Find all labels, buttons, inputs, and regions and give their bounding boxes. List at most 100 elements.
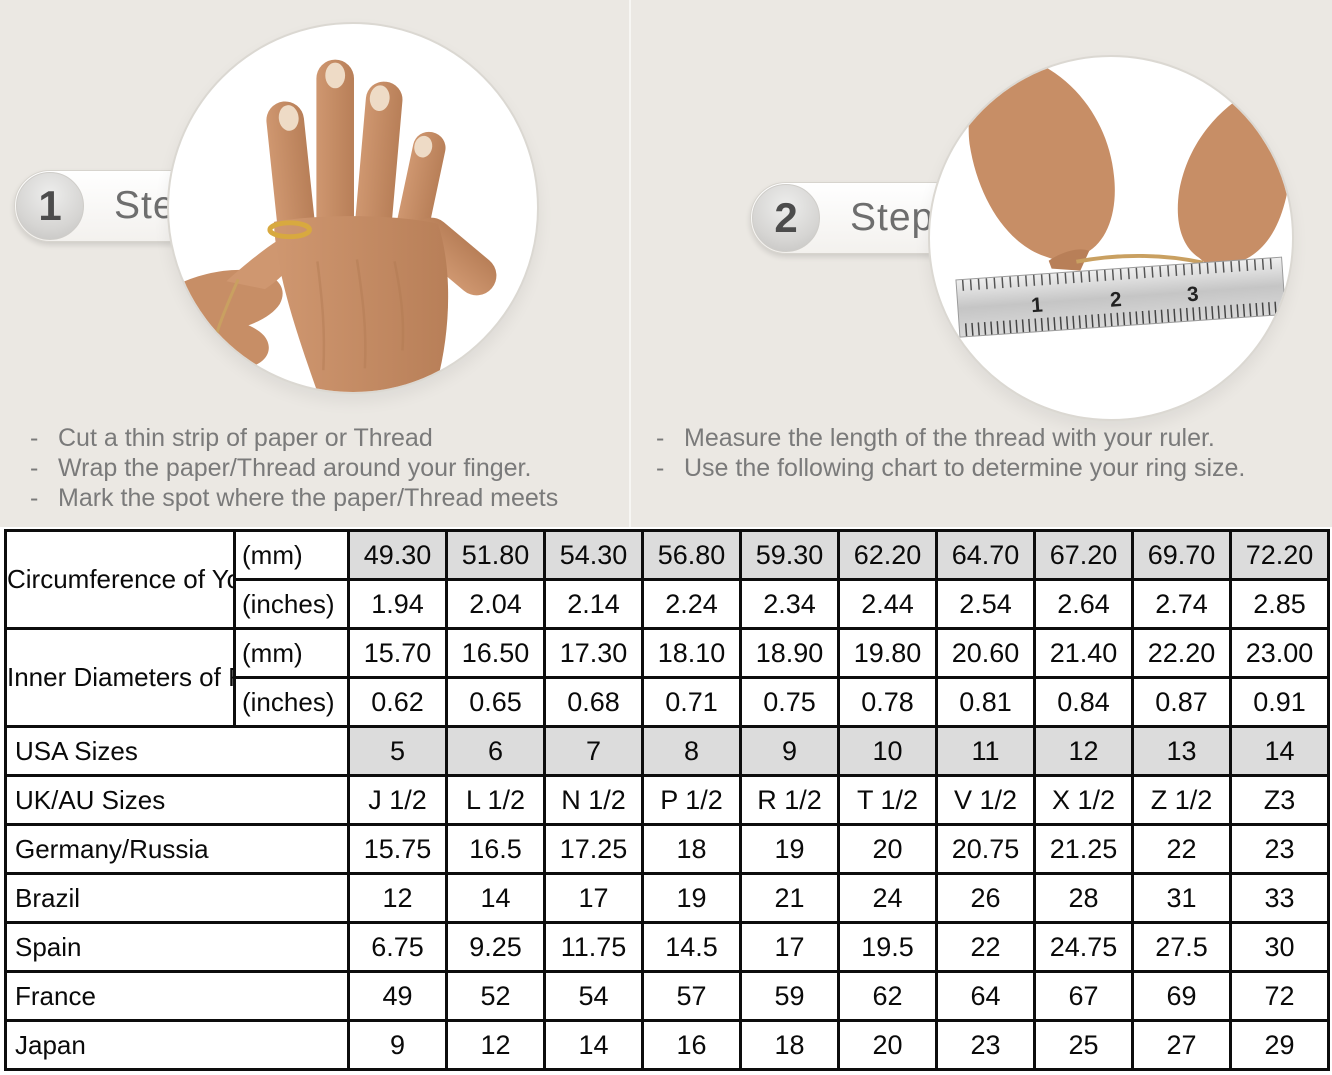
row-label: Japan bbox=[4, 1019, 350, 1071]
instruction-text: Measure the length of the thread with yo… bbox=[684, 424, 1215, 452]
value-cell: L 1/2 bbox=[445, 774, 546, 826]
value-cell: T 1/2 bbox=[837, 774, 938, 826]
value-cell: 15.70 bbox=[347, 627, 448, 679]
hand-with-ring-illustration bbox=[169, 59, 497, 392]
left-pinch-hand bbox=[968, 57, 1115, 271]
value-cell: 24.75 bbox=[1033, 921, 1134, 973]
value-cell: 17 bbox=[739, 921, 840, 973]
value-cell: 27 bbox=[1131, 1019, 1232, 1071]
value-cell: P 1/2 bbox=[641, 774, 742, 826]
value-cell: 49.30 bbox=[347, 529, 448, 581]
value-cell: 0.81 bbox=[935, 676, 1036, 728]
value-cell: 2.24 bbox=[641, 578, 742, 630]
ruler-number-2: 2 bbox=[1109, 288, 1122, 312]
value-cell: 8 bbox=[641, 725, 742, 777]
bullet-dash: - bbox=[30, 454, 39, 482]
value-cell: 12 bbox=[347, 872, 448, 924]
value-cell: 29 bbox=[1229, 1019, 1330, 1071]
fingernail bbox=[414, 135, 433, 158]
value-cell: 23 bbox=[1229, 823, 1330, 875]
value-cell: 14 bbox=[445, 872, 546, 924]
ruler-number-3: 3 bbox=[1186, 283, 1199, 307]
value-cell: 0.87 bbox=[1131, 676, 1232, 728]
table-row: (inches) 0.62 0.65 0.68 0.71 0.75 0.78 0.81 0.84… bbox=[6, 676, 1330, 728]
value-cell: 13 bbox=[1131, 725, 1232, 777]
value-cell: 23.00 bbox=[1229, 627, 1330, 679]
value-cell: 1.94 bbox=[347, 578, 448, 630]
value-cell: 21 bbox=[739, 872, 840, 924]
bullet-dash: - bbox=[30, 484, 39, 512]
right-pinch-hand bbox=[1177, 57, 1292, 270]
value-cell: 11 bbox=[935, 725, 1036, 777]
value-cell: 7 bbox=[543, 725, 644, 777]
value-cell: 67 bbox=[1033, 970, 1134, 1022]
value-cell: 16 bbox=[641, 1019, 742, 1071]
value-cell: X 1/2 bbox=[1033, 774, 1134, 826]
row-label: USA Sizes bbox=[4, 725, 350, 777]
value-cell: 14 bbox=[543, 1019, 644, 1071]
step2-measuring-photo: 1 2 3 bbox=[928, 55, 1294, 421]
value-cell: J 1/2 bbox=[347, 774, 448, 826]
step2-number: 2 bbox=[774, 194, 798, 241]
value-cell: 56.80 bbox=[641, 529, 742, 581]
value-cell: 9.25 bbox=[445, 921, 546, 973]
table-row: Brazil 12 14 17 19 21 24 26 28 31 33 bbox=[4, 872, 1330, 924]
ring-size-conversion-table: Circumference of Your Finger(mm) 49.30 5 1.… bbox=[4, 529, 1330, 1071]
fingernail bbox=[278, 105, 299, 131]
value-cell: 18.10 bbox=[641, 627, 742, 679]
table-row: Inner Diameters of Rings(mm)15.7016.5017… bbox=[4, 627, 1330, 728]
value-cell: 2.04 bbox=[445, 578, 546, 630]
value-cell: 62.20 bbox=[837, 529, 938, 581]
value-cell: 24 bbox=[837, 872, 938, 924]
value-cell: 18 bbox=[641, 823, 742, 875]
unit-label: (inches) bbox=[233, 578, 350, 630]
value-cell: 28 bbox=[1033, 872, 1134, 924]
bullet-dash: - bbox=[30, 424, 39, 452]
row-group-label: Circumference of Your Finger bbox=[4, 529, 236, 630]
hand-shading bbox=[316, 259, 405, 371]
value-cell: 26 bbox=[935, 872, 1036, 924]
main-hand bbox=[266, 59, 497, 392]
value-cell: 20 bbox=[837, 1019, 938, 1071]
instruction-text: Use the following chart to determine you… bbox=[684, 454, 1246, 482]
instruction-line: - Wrap the paper/Thread around your finge… bbox=[30, 453, 620, 483]
value-cell: 17 bbox=[543, 872, 644, 924]
instruction-line: - Measure the length of the thread with y… bbox=[656, 423, 1326, 453]
value-cell: 69 bbox=[1131, 970, 1232, 1022]
value-cell: Z3 bbox=[1229, 774, 1330, 826]
bullet-dash: - bbox=[656, 424, 665, 452]
unit-label: (mm) bbox=[233, 627, 350, 679]
value-cell: V 1/2 bbox=[935, 774, 1036, 826]
how-to-measure-section: 1 Step bbox=[0, 0, 1332, 527]
value-cell: 72 bbox=[1229, 970, 1330, 1022]
value-cell: 0.71 bbox=[641, 676, 742, 728]
value-cell: 22.20 bbox=[1131, 627, 1232, 679]
value-cell: 16.5 bbox=[445, 823, 546, 875]
value-cell: 2.34 bbox=[739, 578, 840, 630]
table-row: USA Sizes 5 6 7 8 9 10 11 12 13 14 bbox=[4, 725, 1330, 777]
fingernail bbox=[325, 62, 346, 89]
value-cell: 31 bbox=[1131, 872, 1232, 924]
value-cell: 64.70 bbox=[935, 529, 1036, 581]
value-cell: 0.65 bbox=[445, 676, 546, 728]
value-cell: 5 bbox=[347, 725, 448, 777]
ring-size-table-body: Circumference of Your Finger(mm) 49.30 5 1.… bbox=[4, 529, 1330, 1071]
value-cell: 0.78 bbox=[837, 676, 938, 728]
value-cell: 19 bbox=[641, 872, 742, 924]
value-cell: 64 bbox=[935, 970, 1036, 1022]
value-cell: 0.91 bbox=[1229, 676, 1330, 728]
value-cell: 9 bbox=[739, 725, 840, 777]
table-row: (inches) 1.94 2.04 2.14 2.24 2.34 2.44 2.54 2.64… bbox=[6, 578, 1330, 630]
value-cell: 15.75 bbox=[347, 823, 448, 875]
value-cell: 22 bbox=[935, 921, 1036, 973]
value-cell: 12 bbox=[445, 1019, 546, 1071]
gold-ring bbox=[267, 220, 312, 240]
value-cell: 16.50 bbox=[445, 627, 546, 679]
value-cell: 18 bbox=[739, 1019, 840, 1071]
thread bbox=[1076, 253, 1204, 265]
step2-number-circle: 2 bbox=[752, 184, 820, 252]
row-label: France bbox=[4, 970, 350, 1022]
value-cell: 2.85 bbox=[1229, 578, 1330, 630]
value-cell: 27.5 bbox=[1131, 921, 1232, 973]
value-cell: 0.62 bbox=[347, 676, 448, 728]
